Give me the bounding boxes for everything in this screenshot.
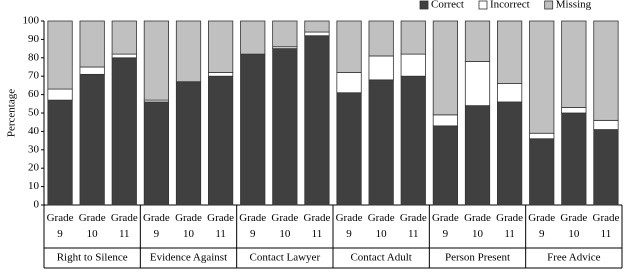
bar-segment	[561, 20, 587, 108]
bar-segment	[464, 105, 491, 206]
bar-segment	[240, 53, 266, 206]
group-label: Free Advice	[547, 252, 601, 264]
bar-segment	[432, 20, 458, 116]
group-label: Right to Silence	[57, 252, 128, 264]
x-tick-label: Grade 9	[432, 212, 459, 240]
bar-segment	[529, 138, 555, 206]
bar-segment	[336, 20, 362, 73]
x-tick-label: Grade 10	[79, 212, 106, 240]
bar-segment	[497, 20, 523, 84]
bar-segment	[175, 20, 202, 83]
group-label: Evidence Against	[150, 252, 227, 264]
x-tick-label: Grade 10	[271, 212, 298, 240]
bar-segment	[208, 72, 234, 77]
bar-segment	[175, 81, 202, 206]
bar-segment	[143, 101, 169, 206]
bar-segment	[593, 20, 619, 121]
bar-segment	[400, 20, 426, 55]
bar-segment	[561, 107, 587, 114]
bar-segment	[497, 101, 523, 206]
y-axis-label: Percentage	[6, 89, 18, 137]
legend-swatch	[419, 0, 429, 10]
legend-swatch	[544, 0, 554, 10]
y-tick-label: 0	[34, 199, 40, 211]
bar-segment	[593, 129, 619, 206]
bar-segment	[561, 112, 587, 206]
bar-segment	[272, 48, 298, 206]
bar-segment	[529, 132, 555, 140]
y-tick-label: 50	[28, 107, 40, 119]
x-tick-label: Grade 11	[593, 212, 620, 240]
bar-segment	[272, 20, 298, 48]
bar-segment	[47, 20, 73, 90]
bar-segment	[304, 31, 330, 37]
y-tick-label: 20	[28, 162, 40, 174]
bar-segment	[79, 20, 105, 68]
y-tick-label: 40	[28, 125, 40, 137]
bar-segment	[368, 55, 394, 81]
bar-segment	[111, 20, 137, 55]
bar-segment	[304, 20, 330, 33]
group-label: Person Present	[445, 252, 510, 264]
x-tick-label: Grade 9	[336, 212, 363, 240]
bar-segment	[497, 83, 523, 103]
bar-segment	[79, 66, 105, 75]
bar-segment	[79, 73, 105, 206]
legend-label: Correct	[431, 0, 464, 11]
x-tick-label: Grade 9	[239, 212, 266, 240]
legend-label: Incorrect	[490, 0, 530, 11]
y-tick-label: 30	[28, 143, 40, 155]
x-tick-label: Grade 9	[528, 212, 555, 240]
legend-label: Missing	[556, 0, 592, 11]
bar-segment	[336, 72, 362, 94]
bar-segment	[208, 20, 234, 73]
bar-segment	[47, 88, 73, 101]
bar-segment	[368, 79, 394, 206]
x-tick-label: Grade 11	[304, 212, 331, 240]
x-tick-label: Grade 11	[111, 212, 138, 240]
bar-segment	[529, 20, 555, 134]
bar-segment	[464, 61, 491, 107]
legend-swatch	[478, 0, 488, 10]
y-tick-label: 10	[28, 180, 40, 192]
bar-segment	[400, 53, 426, 77]
x-tick-label: Grade 11	[400, 212, 427, 240]
x-tick-label: Grade 10	[464, 212, 491, 240]
bar-segment	[336, 92, 362, 206]
y-tick-label: 90	[28, 33, 40, 45]
group-label: Contact Lawyer	[250, 252, 321, 264]
x-tick-label: Grade 9	[143, 212, 170, 240]
bar-segment	[111, 53, 137, 59]
x-tick-label: Grade 10	[175, 212, 202, 240]
bar-segment	[432, 125, 458, 206]
y-tick-label: 60	[28, 88, 40, 100]
bar-segment	[240, 20, 266, 55]
x-tick-label: Grade 10	[560, 212, 587, 240]
bar-segment	[143, 20, 169, 101]
x-tick-label: Grade 10	[368, 212, 395, 240]
x-tick-label: Grade 11	[496, 212, 523, 240]
group-label: Contact Adult	[350, 252, 411, 264]
y-tick-label: 80	[28, 51, 40, 63]
bar-segment	[111, 57, 137, 206]
bar-segment	[47, 99, 73, 206]
x-tick-label: Grade 11	[207, 212, 234, 240]
bar-segment	[400, 75, 426, 206]
y-tick-label: 70	[28, 70, 40, 82]
bar-segment	[593, 119, 619, 130]
bar-segment	[464, 20, 491, 62]
bar-segment	[208, 75, 234, 206]
y-tick-label: 100	[23, 15, 40, 27]
x-tick-label: Grade 9	[47, 212, 74, 240]
bar-segment	[304, 35, 330, 206]
bar-segment	[368, 20, 394, 57]
bar-segment	[432, 114, 458, 127]
